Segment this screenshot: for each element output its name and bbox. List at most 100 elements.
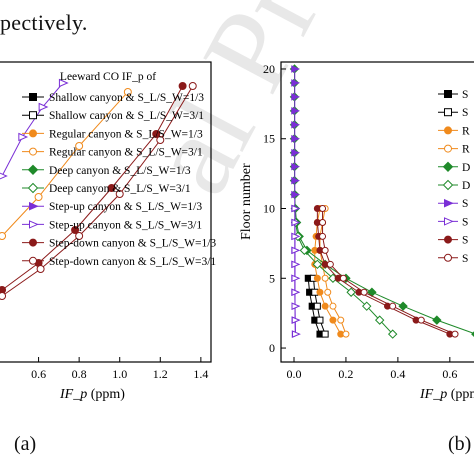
- panel-a-chart: 0.6 0.8 1.0 1.2 1.4 Leeward CO IF_p of Shallo…: [0, 61, 216, 402]
- panel-b-y-axis-title: Floor number: [239, 163, 254, 240]
- panel-b-data-point: [291, 204, 301, 213]
- panel-a-x-tick-label: 1.0: [112, 367, 127, 381]
- panel-b-data-point: [291, 218, 301, 227]
- panel-a-legend-marker: [29, 201, 39, 211]
- panel-a-data-point: [36, 265, 45, 273]
- panel-b-legend-marker: [444, 90, 452, 98]
- panel-a-legend-label: Deep canyon & S_L/S_W=3/1: [49, 183, 191, 195]
- panel-a-frame: [0, 61, 212, 363]
- panel-b-x-ticks: 0.0 0.2 0.4 0.6: [286, 357, 457, 381]
- panel-b-data-point: [291, 302, 301, 310]
- panel-b-data-point: [321, 330, 329, 338]
- panel-b-x-axis-title: IF_p (ppm): [419, 387, 474, 402]
- panel-b-legend-label: S: [462, 107, 468, 119]
- panel-b-data-point: [312, 259, 323, 270]
- panel-b-data-point: [291, 176, 301, 185]
- panel-b-data-point: [329, 316, 337, 324]
- panel-a-legend-label: Shallow canyon & S_L/S_W=1/3: [49, 92, 204, 104]
- panel-b-data-point: [319, 205, 327, 213]
- panel-b-series-line: [294, 208, 297, 335]
- panel-a-data-point: [0, 232, 7, 240]
- panel-a-legend-label: Step-up canyon & S_L/S_W=1/3: [49, 201, 202, 213]
- panel-a-data-point: [152, 130, 161, 138]
- panel-a-data-point: [156, 136, 165, 144]
- panel-b-data-point: [339, 274, 347, 282]
- panel-b-y-tick-label: 20: [263, 62, 275, 76]
- panel-b-data-point: [291, 65, 301, 73]
- panel-b-series-line: [316, 208, 451, 335]
- panel-a-legend-marker: [29, 129, 37, 138]
- panel-b-series: [289, 64, 474, 339]
- panel-b-data-point: [316, 288, 324, 296]
- panel-b-data-point: [291, 107, 301, 115]
- panel-a-legend-marker: [29, 111, 37, 120]
- panel-b-legend-marker: [442, 179, 454, 191]
- panel-a-legend-label: Deep canyon & S_L/S_W=1/3: [49, 165, 191, 177]
- panel-a-legend-marker: [29, 238, 37, 247]
- panel-b-legend-marker: [442, 161, 454, 173]
- panel-b-data-point: [291, 134, 301, 143]
- panel-a-legend-marker: [29, 220, 39, 229]
- panel-b-legend-label: S: [462, 216, 468, 228]
- panel-a-legend-marker: [27, 182, 39, 194]
- panel-a-legend-label: Step-up canyon & S_L/S_W=3/1: [49, 219, 202, 231]
- panel-b-data-point: [291, 316, 301, 324]
- panel-a-legend-label: Step-down canyon & S_L/S_W=1/3: [49, 238, 216, 250]
- panel-a-legend-title: Leeward CO IF_p of: [60, 71, 156, 83]
- panel-a-data-point: [58, 78, 69, 88]
- panel-a-legend-marker: [27, 164, 39, 176]
- panel-b-data-point: [432, 315, 442, 325]
- panel-b-x-tick-label: 0.2: [338, 367, 353, 381]
- panel-b-data-point: [291, 260, 301, 269]
- panel-b-legend-label: D: [462, 162, 470, 174]
- panel-a-data-point: [38, 102, 49, 112]
- panel-b-data-point: [326, 260, 334, 268]
- panel-b-data-point: [362, 301, 372, 311]
- panel-b-y-tick-label: 15: [263, 132, 275, 146]
- panel-b-data-point: [342, 330, 350, 338]
- panel-b-frame: [280, 61, 474, 363]
- panel-a-data-point: [18, 132, 29, 142]
- panel-b-y-tick-label: 10: [263, 202, 275, 216]
- panel-b-legend-marker: [444, 108, 452, 117]
- panel-b-data-point: [321, 274, 329, 282]
- panel-b-y-ticks: 0 5 10 15 20: [263, 62, 286, 355]
- panel-a-series-line: [1, 85, 184, 291]
- panel-b-data-point: [374, 315, 385, 325]
- panel-a-legend-label: Regular canyon & S_L/S_W=1/3: [49, 128, 203, 140]
- panel-a-legend-marker: [29, 93, 37, 101]
- panel-b-data-point: [313, 302, 321, 310]
- panel-a-data-point: [107, 184, 116, 192]
- panel-b-data-point: [321, 302, 329, 310]
- panel-a-x-ticks: 0.6 0.8 1.0 1.2 1.4: [31, 357, 208, 381]
- panel-b-data-point: [398, 301, 408, 311]
- panel-a-legend-label: Shallow canyon & S_L/S_W=3/1: [49, 110, 204, 122]
- panel-b-x-tick-label: 0.0: [286, 367, 301, 381]
- panel-b-data-point: [471, 331, 474, 337]
- panel-b-data-point: [319, 232, 327, 240]
- panel-b-series-line: [319, 208, 347, 335]
- panel-a-series-line: [1, 82, 64, 177]
- panel-a-data-point: [75, 232, 84, 240]
- panel-a-legend-marker: [29, 256, 37, 265]
- panel-b-legend-marker: [444, 253, 452, 262]
- panel-label-a: (a): [14, 433, 37, 455]
- panel-a-data-point: [178, 82, 187, 90]
- panel-b-legend-marker: [444, 235, 452, 244]
- panel-label-b: (b): [448, 433, 472, 455]
- panel-b-x-tick-label: 0.4: [390, 367, 405, 381]
- panel-b-x-tick-label: 0.6: [442, 367, 457, 381]
- panel-a-x-tick-label: 1.2: [153, 367, 168, 381]
- panel-a-series-line: [1, 91, 129, 237]
- panel-b-series-line: [322, 208, 456, 335]
- panel-b-data-point: [389, 302, 397, 310]
- panel-a-legend-marker: [29, 147, 37, 156]
- panel-a-data-point: [115, 190, 124, 198]
- panel-a-x-tick-label: 0.8: [72, 367, 87, 381]
- panel-a-data-point: [71, 226, 80, 234]
- panel-b-data-point: [291, 246, 301, 255]
- panel-b-legend-label: S: [462, 198, 468, 210]
